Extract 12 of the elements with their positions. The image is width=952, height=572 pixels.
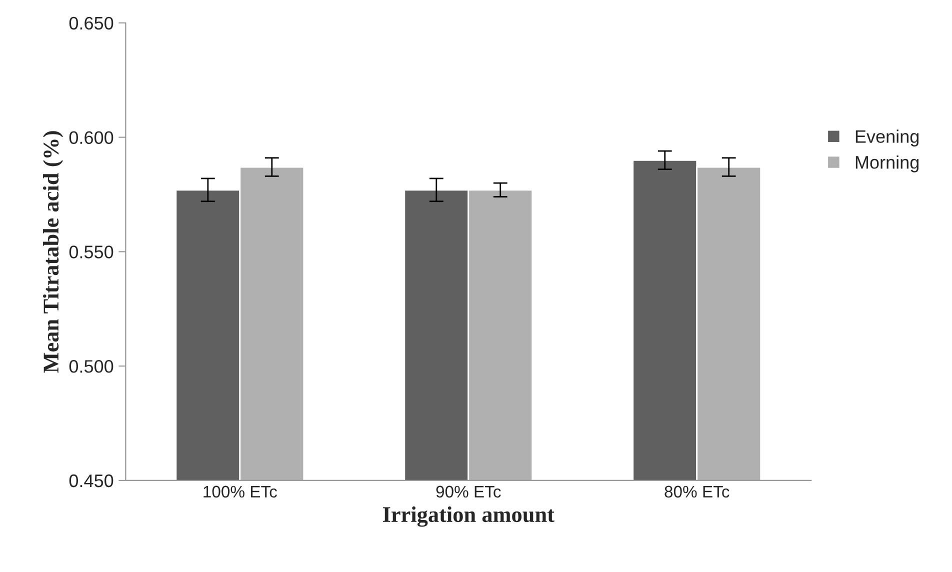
- x-tick-label: 100% ETc: [204, 486, 277, 498]
- legend-label: Evening: [856, 130, 919, 146]
- y-tick-label: 0.650: [69, 16, 114, 30]
- y-axis-title: Mean Titratable acid (%): [42, 131, 64, 373]
- y-tick-label: 0.550: [69, 246, 114, 258]
- legend-label: Morning: [856, 156, 919, 172]
- y-tick-label: 0.500: [69, 360, 114, 373]
- x-tick-label: 90% ETc: [436, 486, 501, 498]
- x-tick-label: 80% ETc: [664, 486, 730, 498]
- y-tick-label: 0.450: [69, 474, 114, 488]
- x-axis-title: Irrigation amount: [383, 506, 554, 527]
- y-tick-label: 0.600: [69, 131, 114, 144]
